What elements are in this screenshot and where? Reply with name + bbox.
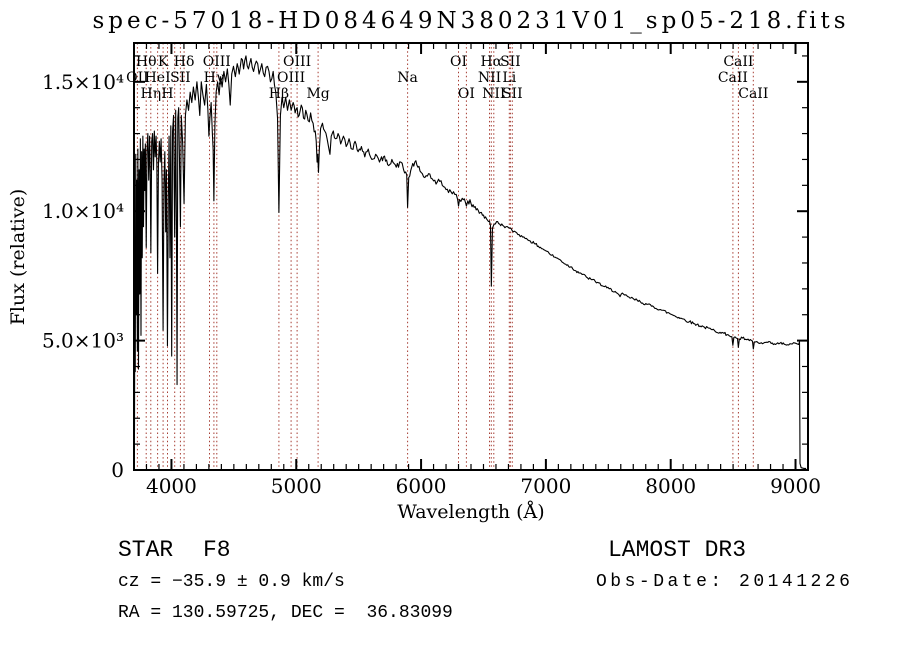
spectral-line-label: Hγ bbox=[204, 70, 225, 86]
spectral-line-labels: OIIHθHηHeIKHSIIHδHγOIIIHβOIIIOIIIMgNaOIO… bbox=[126, 54, 768, 102]
spectral-line-label: Mg bbox=[306, 86, 329, 102]
y-axis-title: Flux (relative) bbox=[7, 189, 29, 326]
x-tick-label: 7000 bbox=[520, 474, 571, 498]
spectrum-trace-group bbox=[133, 55, 807, 469]
spectral-line-label: NII bbox=[478, 70, 501, 86]
axis-tick-labels: 4000 5000 6000 7000 8000 9000 0 5.0×10³ 1.0×10⁴ 1… bbox=[42, 70, 821, 498]
y-tick-label: 5.0×10³ bbox=[42, 329, 124, 353]
spectral-line-label: Li bbox=[502, 70, 516, 86]
spectral-line-label: Hη bbox=[140, 86, 161, 102]
plot-box bbox=[133, 42, 809, 471]
spectral-line-label: K bbox=[158, 54, 169, 70]
plot-frame bbox=[133, 42, 809, 471]
spectral-line-label: SII bbox=[170, 70, 191, 86]
ra-dec-label: RA = 130.59725, DEC = 36.83099 bbox=[118, 603, 453, 623]
spectral-line-label: OIII bbox=[203, 54, 231, 70]
subclass-label: F8 bbox=[203, 537, 231, 563]
spectral-line-label: Hδ bbox=[174, 54, 195, 70]
spectral-line-label: H bbox=[161, 86, 173, 102]
spectral-line-label: Hα bbox=[480, 54, 502, 70]
spectral-line-markers bbox=[136, 43, 754, 469]
x-tick-label: 4000 bbox=[146, 474, 197, 498]
y-tick-label: 1.5×10⁴ bbox=[42, 70, 124, 94]
x-tick-label: 6000 bbox=[396, 474, 447, 498]
obs-date-label: Obs-Date: 20141226 bbox=[596, 572, 853, 592]
x-tick-label: 9000 bbox=[770, 474, 821, 498]
x-tick-label: 5000 bbox=[271, 474, 322, 498]
spectral-line-label: HeI bbox=[145, 70, 171, 86]
spectral-line-label: SII bbox=[502, 86, 523, 102]
spectral-line-label: CaII bbox=[718, 70, 748, 86]
axis-ticks bbox=[134, 43, 808, 471]
spectral-line-label: SII bbox=[500, 54, 521, 70]
spectral-line-label: OIII bbox=[277, 70, 305, 86]
spectral-line-label: CaII bbox=[723, 54, 753, 70]
x-axis-title: Wavelength (Å) bbox=[397, 501, 544, 523]
spectral-line-label: NII bbox=[482, 86, 505, 102]
spectral-line-label: OIII bbox=[283, 54, 311, 70]
spectral-line-label: Hθ bbox=[136, 54, 157, 70]
y-tick-label: 0 bbox=[111, 458, 124, 482]
spectral-line-label: OI bbox=[458, 86, 475, 102]
y-tick-label: 1.0×10⁴ bbox=[42, 199, 124, 223]
object-class-label: STAR bbox=[118, 537, 173, 563]
spectrum-trace bbox=[133, 55, 807, 469]
cz-velocity-label: cz = −35.9 ± 0.9 km/s bbox=[118, 572, 345, 592]
survey-label: LAMOST DR3 bbox=[608, 537, 746, 563]
plot-title: spec-57018-HD084649N380231V01_sp05-218.f… bbox=[92, 8, 849, 34]
spectral-line-label: Hβ bbox=[269, 86, 289, 102]
spectral-line-label: CaII bbox=[738, 86, 768, 102]
x-tick-label: 8000 bbox=[645, 474, 696, 498]
spectral-line-label: Na bbox=[397, 70, 418, 86]
spectral-line-label: OI bbox=[450, 54, 467, 70]
